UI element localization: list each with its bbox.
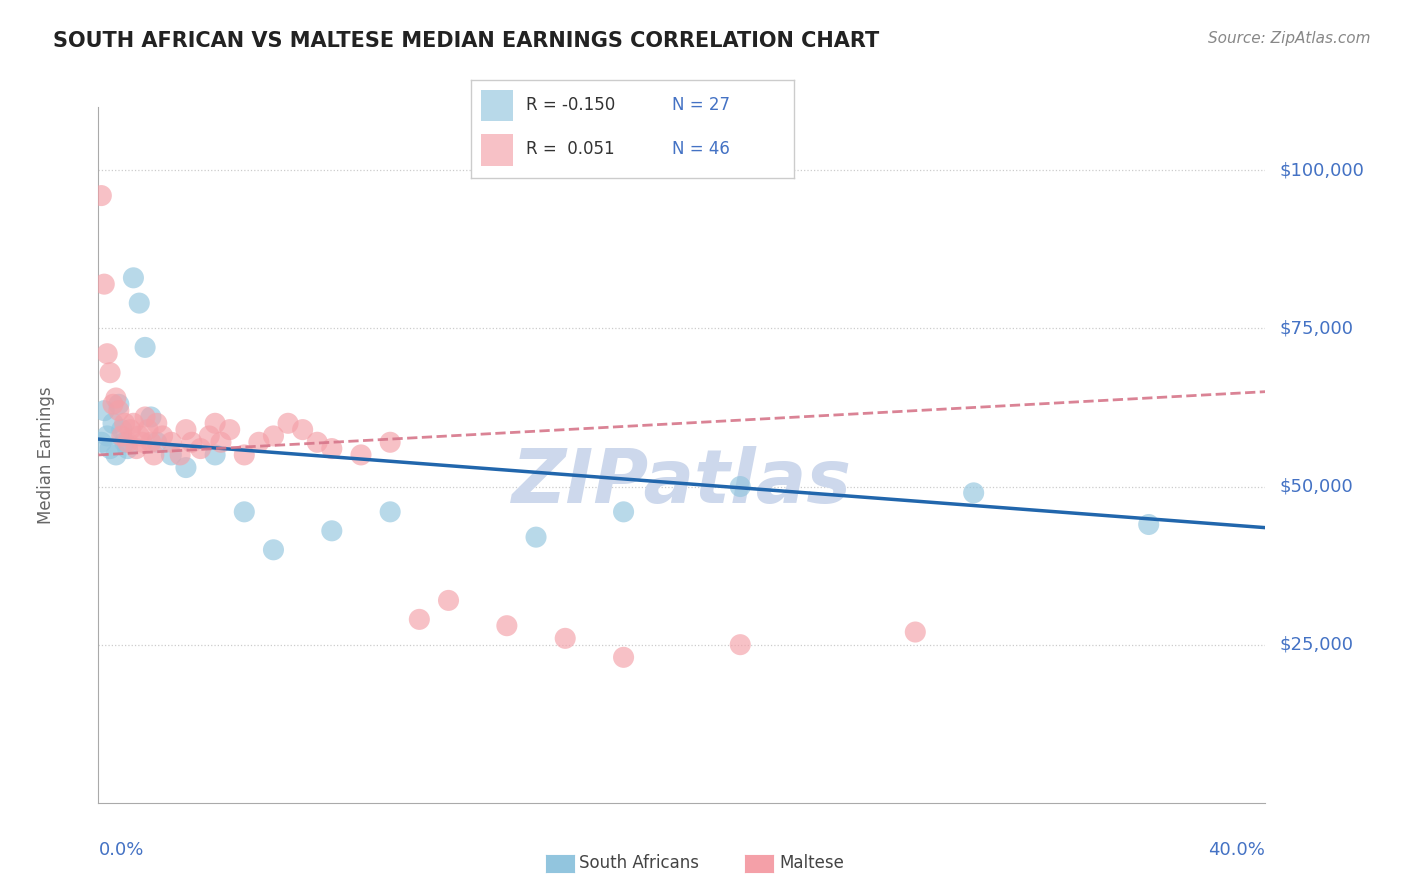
Point <box>262 542 284 557</box>
Text: $100,000: $100,000 <box>1279 161 1364 179</box>
Point <box>160 435 183 450</box>
Point <box>93 277 115 292</box>
Text: 40.0%: 40.0% <box>1209 841 1265 859</box>
Point <box>136 423 159 437</box>
Point <box>962 486 984 500</box>
Point <box>114 417 136 431</box>
Point <box>378 435 402 450</box>
Point <box>120 423 142 437</box>
Point <box>111 423 134 437</box>
FancyBboxPatch shape <box>481 90 513 121</box>
Point <box>131 435 153 450</box>
Point <box>728 638 751 652</box>
Point <box>117 435 139 450</box>
Point <box>152 429 174 443</box>
Point <box>233 505 256 519</box>
Point <box>90 188 112 202</box>
Point <box>104 391 127 405</box>
Point <box>291 423 314 437</box>
Point <box>128 296 150 310</box>
Point <box>98 366 121 380</box>
Point <box>160 448 183 462</box>
Point <box>125 442 148 456</box>
Point <box>117 442 139 456</box>
Point <box>321 442 343 456</box>
Text: Maltese: Maltese <box>779 855 844 872</box>
Point <box>93 403 115 417</box>
Text: R = -0.150: R = -0.150 <box>526 96 616 114</box>
Point <box>122 270 145 285</box>
Text: N = 27: N = 27 <box>672 96 730 114</box>
Point <box>128 429 150 443</box>
Point <box>122 417 145 431</box>
Point <box>90 435 112 450</box>
Point <box>146 417 169 431</box>
Point <box>142 448 165 462</box>
Point <box>728 479 751 493</box>
Point <box>104 448 127 462</box>
Point <box>209 435 232 450</box>
Point <box>233 448 256 462</box>
Point <box>321 524 343 538</box>
Text: Source: ZipAtlas.com: Source: ZipAtlas.com <box>1208 31 1371 46</box>
Text: SOUTH AFRICAN VS MALTESE MEDIAN EARNINGS CORRELATION CHART: SOUTH AFRICAN VS MALTESE MEDIAN EARNINGS… <box>53 31 880 51</box>
Point <box>554 632 576 646</box>
Point <box>108 397 131 411</box>
Point <box>408 612 430 626</box>
Point <box>174 423 197 437</box>
Text: 0.0%: 0.0% <box>98 841 143 859</box>
Point <box>134 409 156 424</box>
Text: South Africans: South Africans <box>579 855 699 872</box>
Point <box>1137 517 1160 532</box>
Point <box>139 435 162 450</box>
Point <box>174 460 197 475</box>
Point <box>108 403 131 417</box>
Point <box>218 423 240 437</box>
Text: R =  0.051: R = 0.051 <box>526 140 614 159</box>
Point <box>437 593 460 607</box>
Point <box>198 429 221 443</box>
Point <box>98 442 121 456</box>
Point <box>134 340 156 354</box>
Point <box>524 530 547 544</box>
Text: ZIPatlas: ZIPatlas <box>512 446 852 519</box>
Point <box>495 618 517 632</box>
Point <box>114 435 136 450</box>
Point <box>190 442 212 456</box>
Point <box>204 417 226 431</box>
Text: $75,000: $75,000 <box>1279 319 1354 337</box>
Point <box>180 435 202 450</box>
Point <box>146 435 169 450</box>
Point <box>904 625 927 640</box>
Point <box>350 448 373 462</box>
Point <box>96 347 118 361</box>
Point <box>139 409 162 424</box>
Text: $50,000: $50,000 <box>1279 477 1353 496</box>
FancyBboxPatch shape <box>481 134 513 166</box>
Point <box>204 448 226 462</box>
Point <box>101 397 124 411</box>
Point <box>169 448 191 462</box>
Point <box>262 429 284 443</box>
Point <box>612 505 634 519</box>
Text: Median Earnings: Median Earnings <box>37 386 55 524</box>
Point <box>277 417 299 431</box>
Text: $25,000: $25,000 <box>1279 636 1354 654</box>
Text: N = 46: N = 46 <box>672 140 730 159</box>
Point <box>247 435 270 450</box>
Point <box>378 505 402 519</box>
Point <box>101 417 124 431</box>
Point <box>612 650 634 665</box>
Point <box>307 435 329 450</box>
Point <box>111 429 134 443</box>
Point <box>96 429 118 443</box>
